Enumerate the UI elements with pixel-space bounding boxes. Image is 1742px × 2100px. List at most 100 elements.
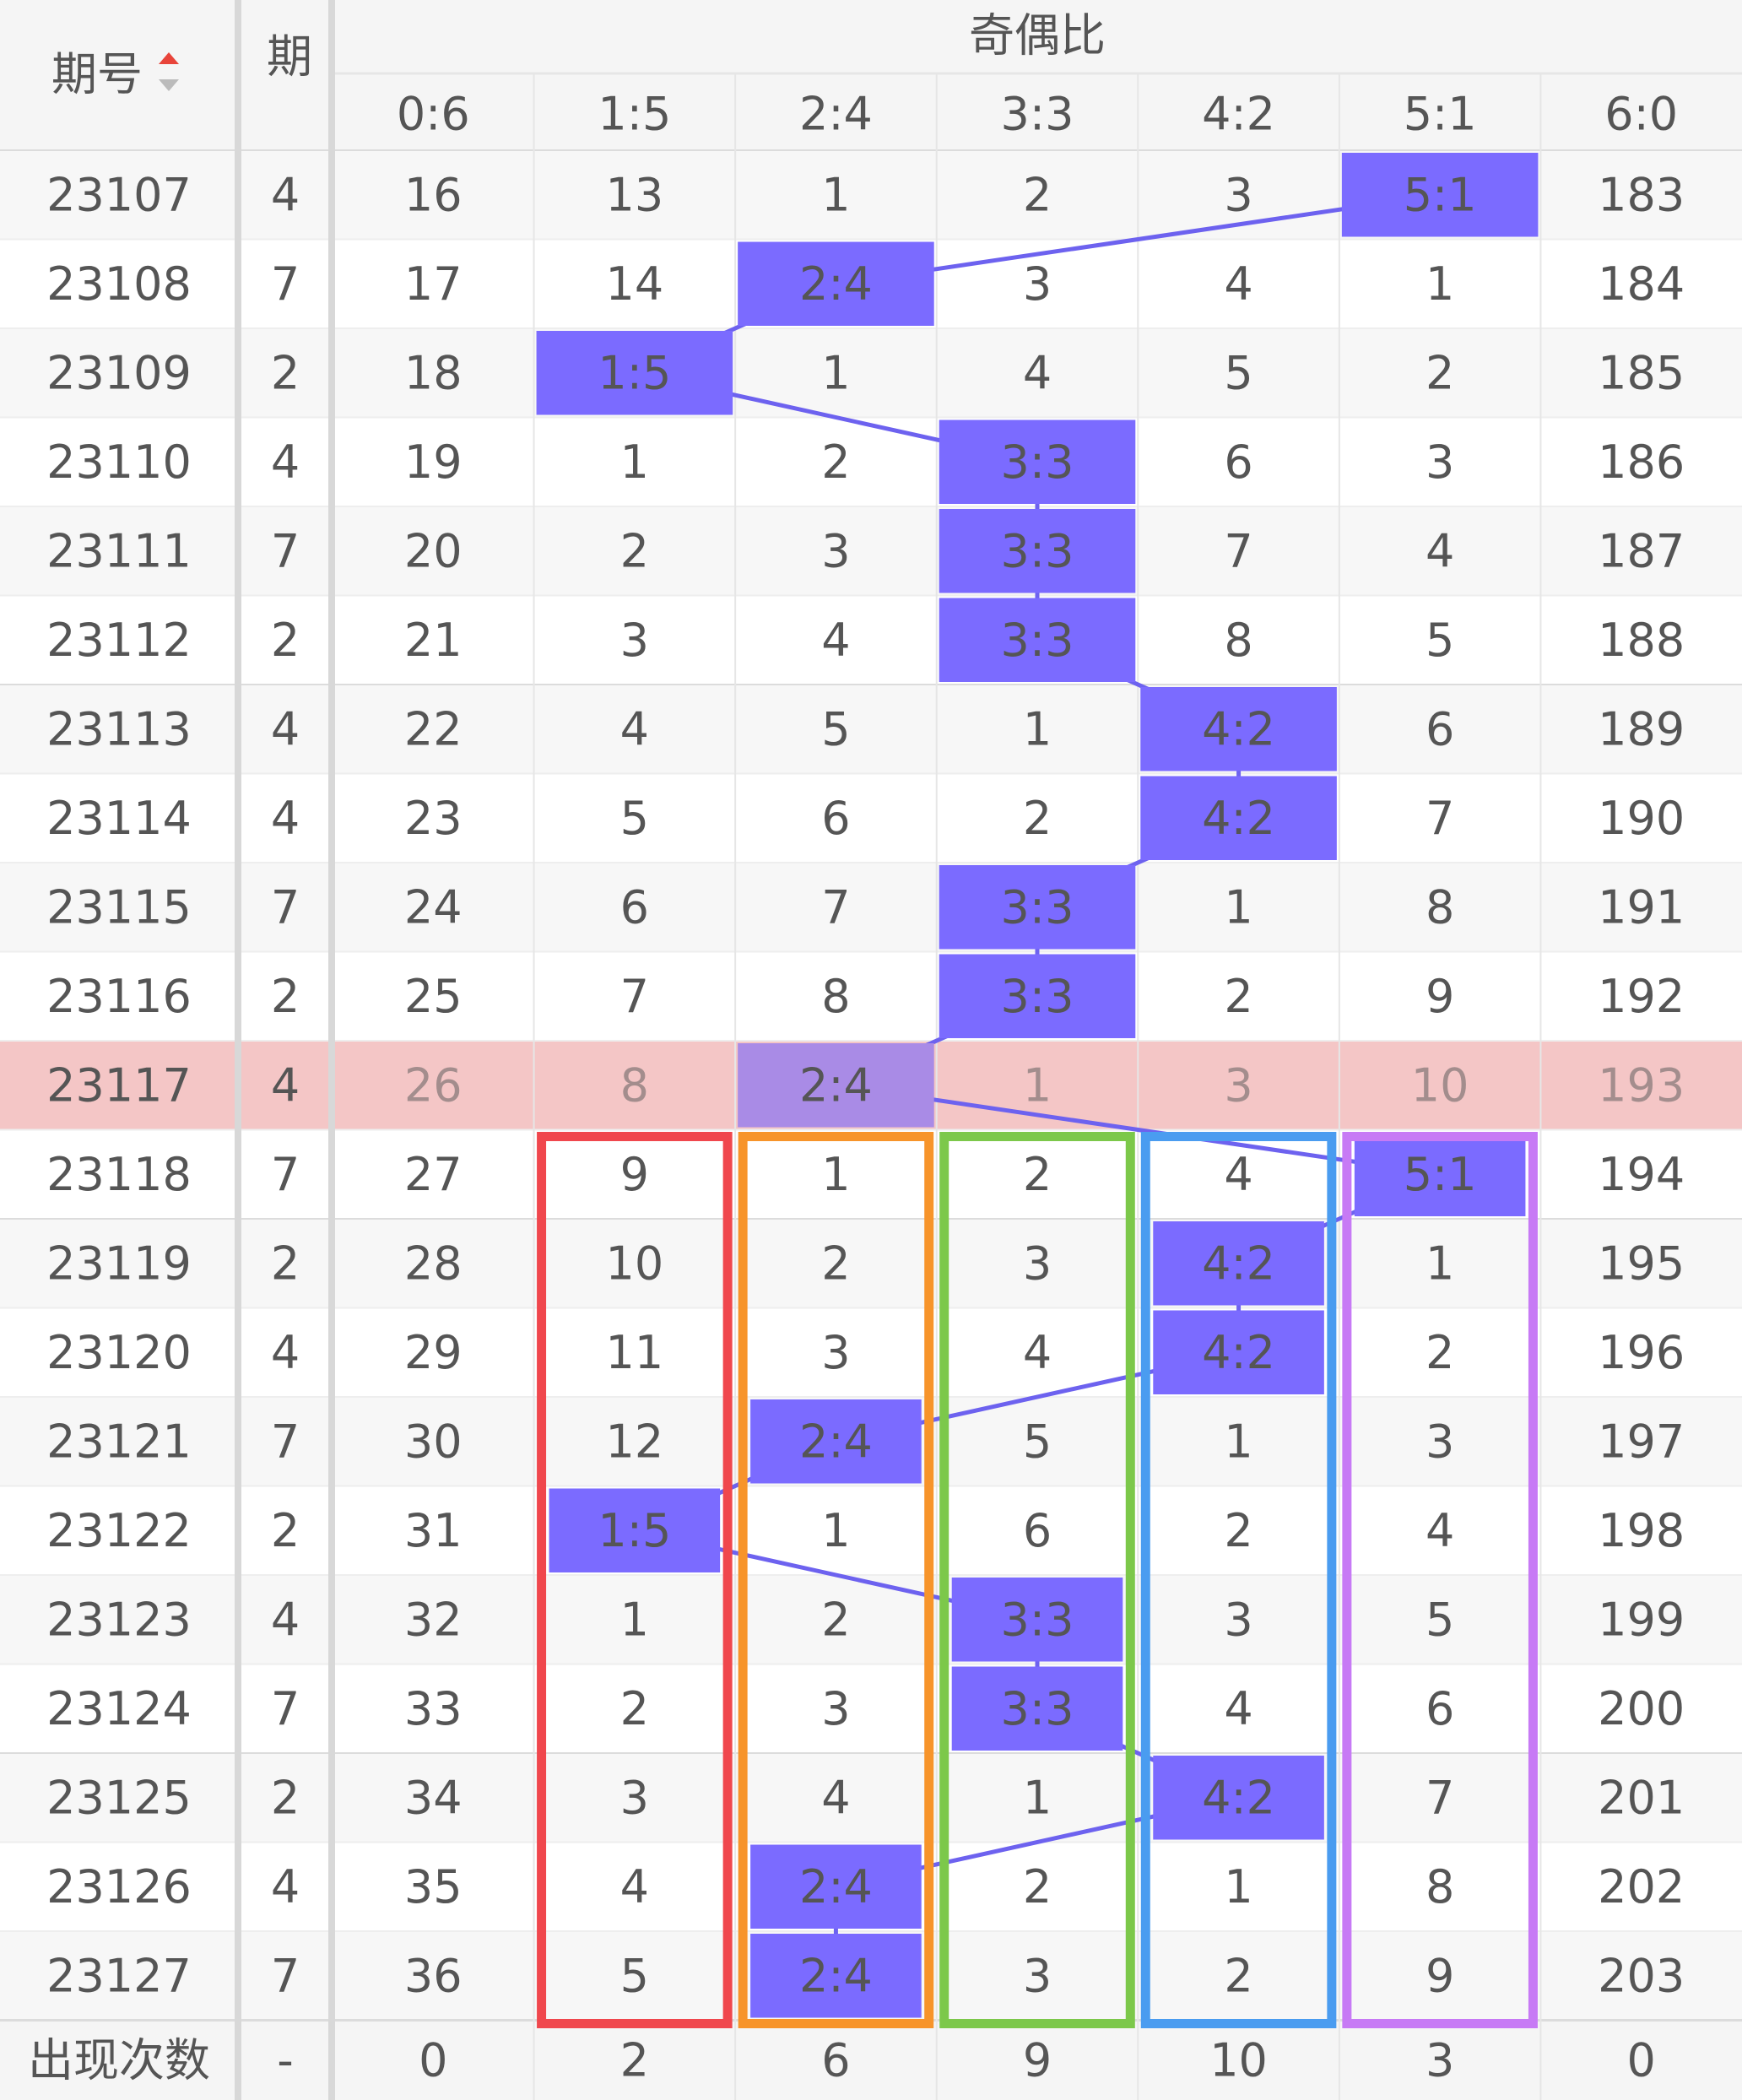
weekday: 4 [271, 1860, 300, 1913]
miss-count: 6 [1023, 1504, 1052, 1557]
hit-label: 3:3 [1001, 1593, 1074, 1646]
weekday: 7 [271, 524, 300, 577]
miss-count: 1 [620, 1593, 649, 1646]
miss-count: 2 [620, 1682, 649, 1735]
miss-count: 9 [1426, 1949, 1454, 2002]
miss-count: 23 [404, 792, 463, 845]
miss-count: 5 [1224, 346, 1252, 399]
highlight-box [738, 1132, 934, 2028]
sort-down-icon[interactable] [159, 79, 179, 91]
miss-count: 3 [1023, 1237, 1052, 1290]
weekday: 2 [271, 1237, 300, 1290]
hit-cell [1140, 776, 1337, 860]
miss-count: 2 [620, 524, 649, 577]
row-bg [0, 1486, 1742, 1575]
hit-cell [1341, 153, 1539, 237]
weekday: 2 [271, 970, 300, 1023]
miss-count: 190 [1598, 792, 1685, 845]
miss-count: 1 [821, 346, 850, 399]
miss-count: 4 [1224, 1148, 1252, 1201]
miss-count: 32 [404, 1593, 463, 1646]
miss-count: 6 [1426, 702, 1454, 755]
miss-count: 3 [1224, 168, 1252, 221]
footer-weekday: - [277, 2033, 294, 2086]
miss-count: 12 [605, 1415, 663, 1468]
miss-count: 31 [404, 1504, 463, 1557]
highlight-box [939, 1132, 1135, 2028]
miss-count: 2 [1224, 1949, 1252, 2002]
hit-label: 4:2 [1202, 792, 1275, 845]
occurrence-count: 6 [821, 2033, 850, 2086]
miss-count: 11 [605, 1326, 663, 1379]
miss-count: 4 [1023, 346, 1052, 399]
hit-label: 3:3 [1001, 524, 1074, 577]
miss-count: 10 [605, 1237, 663, 1290]
miss-count: 3 [620, 614, 649, 667]
miss-count: 193 [1598, 1058, 1685, 1112]
miss-count: 34 [404, 1771, 463, 1824]
issue-header[interactable]: 期号 [51, 48, 143, 101]
miss-count: 8 [620, 1058, 649, 1112]
hit-cell [951, 1578, 1123, 1662]
miss-count: 198 [1598, 1504, 1685, 1557]
hit-label: 2:4 [799, 1058, 873, 1112]
miss-count: 2 [1023, 792, 1052, 845]
weekday: 7 [271, 1949, 300, 2002]
hit-cell [549, 1488, 721, 1572]
miss-count: 1 [1023, 702, 1052, 755]
miss-count: 7 [821, 880, 850, 934]
miss-count: 1 [821, 1504, 850, 1557]
hit-label: 3:3 [1001, 436, 1074, 489]
issue: 23115 [46, 880, 192, 934]
hit-label: 3:3 [1001, 1682, 1074, 1735]
row-bg [0, 951, 1742, 1041]
hit-label: 4:2 [1202, 1237, 1275, 1290]
miss-count: 6 [821, 792, 850, 845]
row-bg [0, 1753, 1742, 1843]
sort-up-icon[interactable] [159, 52, 179, 64]
hit-cell [1140, 687, 1337, 771]
hit-label: 5:1 [1404, 1148, 1477, 1201]
highlight-box [1342, 1132, 1538, 2028]
hit-cell [1153, 1310, 1324, 1394]
issue: 23126 [46, 1860, 192, 1913]
miss-count: 19 [404, 436, 463, 489]
row-bg [0, 773, 1742, 863]
miss-count: 2 [821, 436, 850, 489]
issue: 23107 [46, 168, 192, 221]
hit-label: 1:5 [598, 346, 671, 399]
hit-label: 5:1 [1404, 168, 1477, 221]
miss-count: 191 [1598, 880, 1685, 934]
row-bg [0, 417, 1742, 506]
miss-count: 1 [1224, 880, 1252, 934]
hit-cell [939, 509, 1136, 593]
issue: 23116 [46, 970, 192, 1023]
miss-count: 187 [1598, 524, 1685, 577]
miss-count: 4 [620, 1860, 649, 1913]
hit-cell [939, 598, 1136, 682]
miss-count: 1 [1023, 1058, 1052, 1112]
trend-line [836, 192, 1441, 286]
weekday: 7 [271, 257, 300, 311]
miss-count: 1 [821, 168, 850, 221]
occurrence-count: 9 [1023, 2033, 1052, 2086]
miss-count: 10 [1411, 1058, 1469, 1112]
miss-count: 5 [1426, 1593, 1454, 1646]
weekday: 4 [271, 436, 300, 489]
highlight-box [537, 1132, 733, 2028]
weekday: 2 [271, 1504, 300, 1557]
miss-count: 2 [821, 1237, 850, 1290]
occurrence-count: 0 [1627, 2033, 1656, 2086]
hit-cell [750, 1399, 922, 1484]
miss-count: 4 [1426, 524, 1454, 577]
miss-count: 3 [821, 1326, 850, 1379]
miss-count: 29 [404, 1326, 463, 1379]
issue: 23122 [46, 1504, 192, 1557]
column-header: 3:3 [1001, 88, 1074, 141]
miss-count: 199 [1598, 1593, 1685, 1646]
row-bg [0, 1664, 1742, 1753]
miss-count: 5 [821, 702, 850, 755]
issue: 23121 [46, 1415, 192, 1468]
column-header: 5:1 [1404, 88, 1477, 141]
